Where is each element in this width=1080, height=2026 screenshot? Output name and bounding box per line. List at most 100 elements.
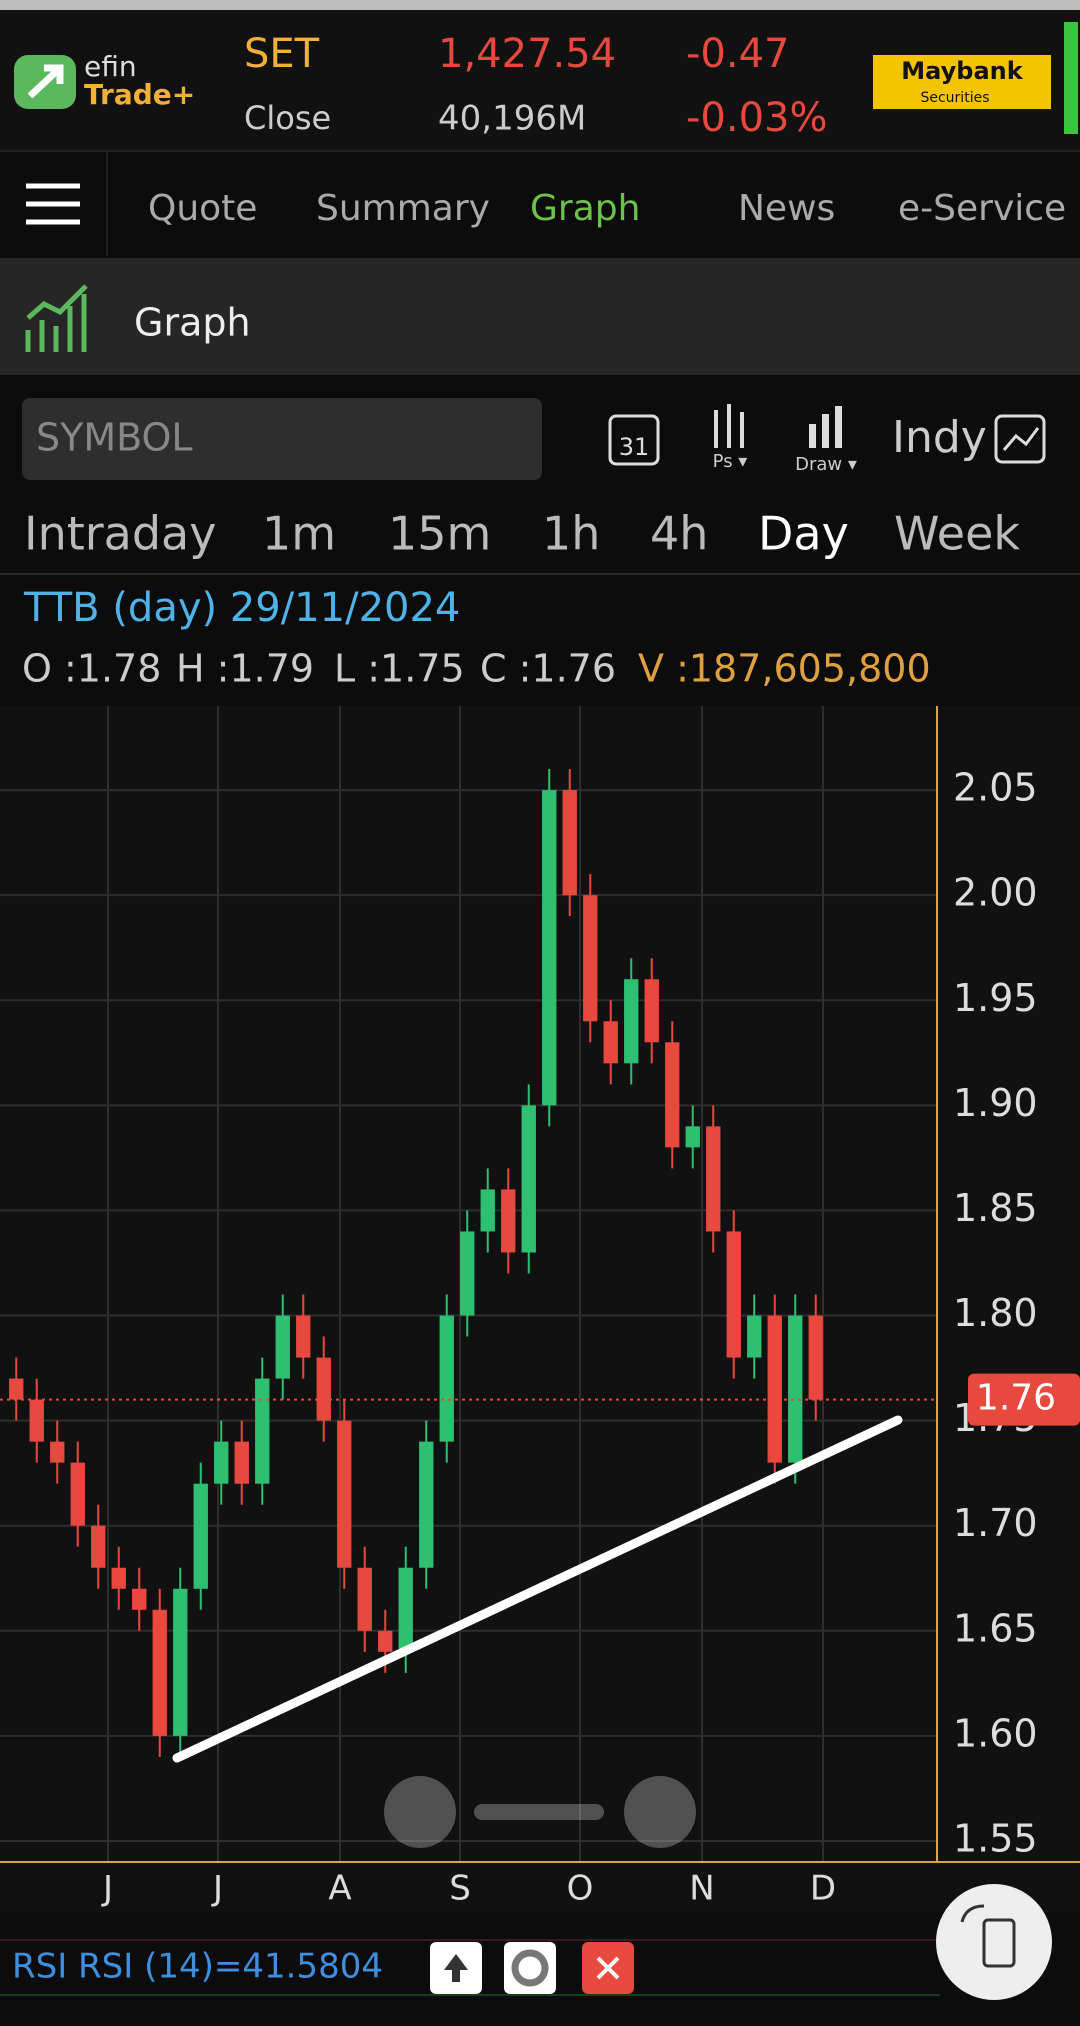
last-price-label: 1.76 — [976, 1378, 1056, 1419]
rotate-button[interactable] — [936, 1884, 1052, 2000]
timeframe[interactable]: Intraday — [24, 507, 216, 561]
logo-text: efin — [84, 50, 137, 83]
y-tick-label: 1.95 — [953, 976, 1038, 1020]
close-label: Close — [244, 99, 331, 137]
index-change: -0.47 — [686, 31, 790, 77]
index-change-pct: -0.03% — [686, 95, 828, 141]
candle-body — [685, 1126, 700, 1148]
timeframe[interactable]: Week — [894, 507, 1020, 561]
candle-body — [275, 1315, 290, 1379]
ps-icon[interactable] — [714, 404, 744, 448]
x-tick-label: J — [211, 1869, 223, 1909]
menu-button[interactable] — [26, 183, 80, 225]
nav-tab[interactable]: Graph — [530, 188, 640, 229]
y-tick-label: 1.80 — [953, 1291, 1038, 1335]
x-tick-label: A — [328, 1869, 351, 1909]
nav-tab[interactable]: Summary — [316, 188, 490, 229]
broker-name: Maybank — [901, 57, 1023, 85]
timeframe[interactable]: Day — [758, 507, 849, 561]
zoom-out-button[interactable] — [384, 1776, 456, 1848]
candle-body — [357, 1567, 372, 1631]
rotate-arrow — [960, 1904, 985, 1923]
logo-text: Trade+ — [84, 78, 195, 111]
trend-line — [172, 1415, 903, 1763]
y-tick-label: 2.05 — [953, 766, 1038, 810]
y-tick-label: 2.00 — [953, 871, 1038, 915]
logo-arrow — [27, 64, 64, 99]
candle-body — [50, 1441, 65, 1463]
candle-body — [665, 1042, 680, 1148]
candle-body — [9, 1378, 24, 1400]
quote-ohlc: L :1.75 — [334, 647, 465, 691]
zoom-slider — [474, 1804, 604, 1820]
timeframe[interactable]: 1m — [262, 507, 336, 561]
candle-body — [624, 979, 639, 1064]
quote-ohlc: C :1.76 — [480, 647, 616, 691]
rotate-icon — [982, 1918, 1016, 1968]
graph-icon — [25, 284, 88, 352]
y-tick-label: 1.70 — [953, 1501, 1038, 1545]
candle-body — [521, 1105, 536, 1253]
candle-body — [398, 1567, 413, 1652]
up-icon — [444, 1954, 468, 1982]
timeframe[interactable]: 1h — [542, 507, 600, 561]
last-price-tag — [968, 1373, 1080, 1426]
x-tick-label: S — [449, 1869, 471, 1909]
candle-body — [747, 1315, 762, 1358]
candle-body — [152, 1609, 167, 1736]
candle-body — [808, 1315, 823, 1400]
nav-tab[interactable]: Quote — [148, 188, 257, 229]
candle-body — [234, 1441, 249, 1484]
section-header — [0, 258, 1080, 375]
draw-icon[interactable] — [809, 406, 842, 448]
candle-body — [29, 1399, 44, 1442]
timeframe[interactable]: 15m — [388, 507, 491, 561]
indicator-label: RSI RSI (14)=41.5804 — [12, 1947, 383, 1987]
draw-label: Draw ▾ — [795, 454, 857, 475]
candle-body — [132, 1588, 147, 1610]
candle-body — [767, 1315, 782, 1463]
candle-body — [603, 1021, 618, 1064]
candle-body — [214, 1441, 229, 1484]
broker-sub: Securities — [920, 90, 989, 106]
candle-body — [644, 979, 659, 1043]
broker-logo — [873, 55, 1051, 109]
y-tick-label: 1.65 — [953, 1606, 1038, 1650]
x-tick-label: O — [567, 1869, 594, 1909]
candle-body — [91, 1525, 106, 1568]
index-name: SET — [244, 31, 320, 77]
nav-tab[interactable]: News — [738, 188, 835, 229]
candle-body — [460, 1231, 475, 1316]
candle-body — [419, 1441, 434, 1568]
candle-body — [726, 1231, 741, 1358]
indy-icon-line — [1002, 427, 1040, 451]
gear-icon — [511, 1949, 549, 1987]
x-tick-label: N — [689, 1869, 714, 1909]
quote-ohlc: H :1.79 — [176, 647, 314, 691]
y-tick-label: 1.55 — [953, 1816, 1038, 1860]
symbol-input[interactable] — [22, 398, 542, 480]
candle-body — [480, 1189, 495, 1232]
zoom-in-button[interactable] — [624, 1776, 696, 1848]
indy-icon[interactable] — [994, 414, 1046, 464]
candle-body — [316, 1357, 331, 1421]
candle-body — [173, 1588, 188, 1736]
candle-body — [706, 1126, 721, 1232]
y-tick-label: 1.85 — [953, 1186, 1038, 1230]
y-tick-label: 1.60 — [953, 1711, 1038, 1755]
nav-tab[interactable]: e-Service — [898, 188, 1066, 229]
candle-body — [562, 790, 577, 896]
candle-body — [501, 1189, 516, 1253]
index-volume: 40,196M — [438, 99, 586, 139]
quote-ohlc: O :1.78 — [22, 647, 161, 691]
indy-label[interactable]: Indy — [892, 412, 987, 463]
candle-body — [337, 1420, 352, 1568]
candle-body — [70, 1462, 85, 1526]
candle-body — [439, 1315, 454, 1442]
section-title: Graph — [134, 301, 251, 345]
timeframe[interactable]: 4h — [650, 507, 708, 561]
calendar-button[interactable] — [608, 414, 660, 466]
ps-label: Ps ▾ — [713, 451, 748, 472]
candle-body — [193, 1483, 208, 1589]
candle-body — [788, 1315, 803, 1463]
